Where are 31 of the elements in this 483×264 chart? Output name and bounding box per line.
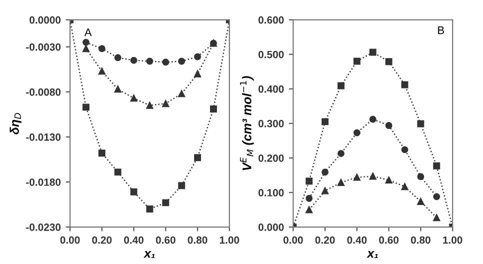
x-tick-label: 1.00 — [443, 236, 462, 244]
x-tick-label: 0.00 — [60, 236, 80, 244]
y-tick-label: 0.100 — [258, 189, 284, 196]
y-tick-label: 0.600 — [258, 16, 284, 24]
annotation: A — [84, 28, 92, 36]
y-axis-title: δη$_{D}$ — [10, 112, 22, 134]
y-tick-label: 0.400 — [258, 85, 284, 93]
x-tick-label: 0.20 — [315, 236, 335, 244]
y-tick-label: 0.0000 — [30, 16, 61, 24]
x-tick-label: 0.40 — [347, 236, 367, 244]
x-tick-label: 0.80 — [410, 236, 430, 244]
y-axis-title: V$^{E}$$_{M}$ (cm³ mol$^{−1}$) — [240, 76, 254, 170]
y-tick-label: 0.200 — [258, 154, 284, 162]
annotation: B — [438, 26, 444, 34]
y-tick-label: 0.300 — [258, 120, 284, 128]
y-tick-label: -0.0030 — [26, 43, 61, 51]
y-tick-label: -0.0080 — [26, 88, 61, 96]
x-tick-label: 0.60 — [379, 236, 399, 244]
x-tick-label: 0.60 — [156, 236, 176, 244]
x-tick-label: 0.00 — [283, 236, 303, 244]
y-tick-label: 0.000 — [258, 224, 284, 231]
x-tick-label: 1.00 — [220, 236, 240, 244]
x-tick-label: 0.20 — [92, 236, 112, 244]
x-tick-label: 0.40 — [124, 236, 144, 244]
x-tick-label: 0.80 — [188, 236, 208, 244]
y-tick-label: -0.0230 — [26, 224, 61, 231]
y-tick-label: -0.0180 — [26, 178, 61, 186]
x-axis-title: x₁ — [366, 251, 378, 258]
x-axis-title: x₁ — [144, 251, 155, 258]
y-tick-label: -0.0130 — [26, 133, 61, 141]
y-tick-label: 0.500 — [258, 50, 284, 58]
